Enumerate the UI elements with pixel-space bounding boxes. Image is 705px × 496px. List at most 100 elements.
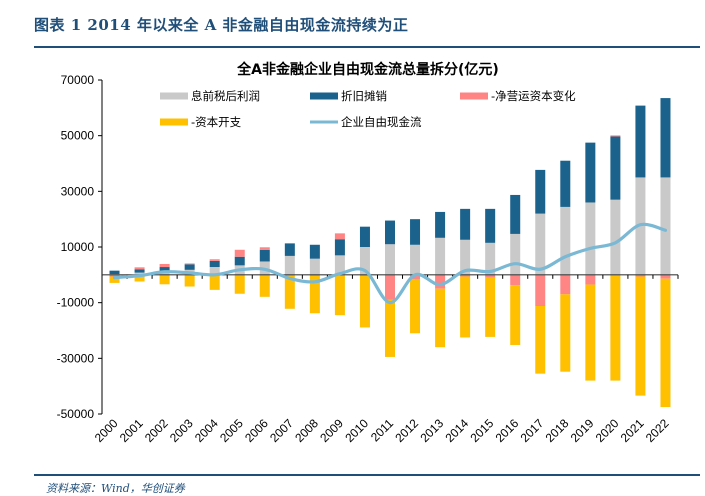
bar-2002-series-1 bbox=[159, 267, 170, 272]
legend-swatch-0 bbox=[160, 92, 188, 100]
bar-2020-series-1 bbox=[610, 136, 621, 200]
x-tick-label: 2016 bbox=[493, 416, 522, 445]
bar-2019-series-2 bbox=[585, 274, 596, 285]
bar-2011-series-0 bbox=[385, 244, 395, 275]
bar-2001-series-1 bbox=[134, 269, 145, 273]
bar-2001-series-3 bbox=[134, 274, 145, 282]
y-tick-label: -30000 bbox=[57, 351, 95, 365]
bar-2012-series-2 bbox=[410, 274, 421, 279]
bar-2018-series-2 bbox=[560, 274, 571, 295]
bar-2021-series-3 bbox=[635, 276, 646, 396]
bar-2022-series-0 bbox=[660, 177, 671, 275]
bar-2016-series-2 bbox=[510, 274, 521, 286]
bar-2021-series-1 bbox=[635, 105, 646, 178]
x-tick-label: 2012 bbox=[392, 416, 421, 445]
y-tick-label: 70000 bbox=[61, 73, 95, 87]
legend-label-3: -资本开支 bbox=[191, 115, 242, 129]
bar-2007-series-1 bbox=[284, 243, 295, 256]
x-tick-label: 2004 bbox=[192, 416, 221, 445]
bar-2016-series-1 bbox=[510, 194, 521, 234]
bar-2006-series-2 bbox=[259, 247, 270, 250]
x-tick-label: 2011 bbox=[368, 416, 396, 444]
legend-swatch-3 bbox=[160, 118, 188, 126]
bar-2009-series-2 bbox=[334, 233, 345, 240]
legend-label-2: -净营运资本变化 bbox=[491, 89, 576, 103]
bar-2004-series-1 bbox=[209, 260, 220, 268]
legend-label-0: 息前税后利润 bbox=[191, 89, 260, 103]
x-tick-label: 2000 bbox=[92, 416, 121, 445]
x-tick-label: 2013 bbox=[417, 416, 446, 445]
bar-2013-series-2 bbox=[435, 274, 446, 289]
bar-2014-series-3 bbox=[460, 276, 471, 338]
bar-2008-series-3 bbox=[309, 275, 320, 314]
bar-2022-series-2 bbox=[660, 274, 671, 279]
legend-swatch-1 bbox=[310, 92, 338, 100]
y-tick-label: 10000 bbox=[61, 240, 95, 254]
x-tick-label: 2007 bbox=[267, 416, 296, 445]
bar-2004-series-3 bbox=[209, 274, 220, 290]
fcf-line bbox=[112, 222, 668, 305]
bar-2018-series-0 bbox=[560, 206, 571, 275]
bar-2021-series-2 bbox=[635, 274, 646, 277]
x-tick-label: 2002 bbox=[142, 416, 171, 445]
bar-2012-series-0 bbox=[410, 244, 421, 275]
y-tick-label: 50000 bbox=[61, 129, 95, 143]
x-tick-label: 2001 bbox=[117, 416, 146, 445]
bar-2015-series-2 bbox=[485, 274, 496, 278]
bar-2010-series-0 bbox=[359, 247, 370, 275]
source-note: 资料来源：Wind，华创证券 bbox=[46, 482, 185, 495]
bar-2003-series-2 bbox=[184, 263, 195, 265]
bar-2015-series-1 bbox=[485, 208, 496, 243]
y-tick-label: -50000 bbox=[57, 407, 95, 421]
legend-label-1: 折旧摊销 bbox=[341, 89, 387, 103]
line-layer bbox=[112, 222, 668, 305]
legend-label-4: 企业自由现金流 bbox=[341, 115, 422, 129]
bar-2007-series-0 bbox=[284, 255, 295, 275]
x-tick-label: 2019 bbox=[568, 416, 597, 445]
bar-2017-series-1 bbox=[535, 169, 546, 214]
bar-2004-series-0 bbox=[209, 267, 220, 275]
bar-2019-series-1 bbox=[585, 142, 596, 203]
bar-2018-series-1 bbox=[560, 160, 571, 207]
bar-2015-series-3 bbox=[485, 277, 496, 337]
bar-2017-series-2 bbox=[535, 274, 546, 306]
bar-2013-series-3 bbox=[435, 288, 446, 348]
bar-2002-series-2 bbox=[159, 263, 170, 268]
bar-2000-series-2 bbox=[109, 274, 120, 277]
bar-2011-series-1 bbox=[385, 220, 395, 245]
legend: 息前税后利润 折旧摊销 -净营运资本变化 -资本开支 企业自由现金流 bbox=[160, 89, 576, 129]
bar-2000-series-3 bbox=[109, 276, 120, 283]
bar-2009-series-3 bbox=[334, 274, 345, 316]
bar-2010-series-3 bbox=[359, 275, 370, 328]
x-tick-label: 2003 bbox=[167, 416, 196, 445]
bar-2019-series-3 bbox=[585, 284, 596, 381]
bar-2020-series-2 bbox=[610, 135, 621, 137]
bar-2004-series-2 bbox=[209, 259, 220, 261]
y-tick-label: -10000 bbox=[57, 296, 95, 310]
x-tick-label: 2018 bbox=[543, 416, 572, 445]
x-tick-label: 2014 bbox=[442, 416, 471, 445]
bar-2010-series-1 bbox=[359, 226, 370, 247]
bar-2014-series-2 bbox=[460, 274, 471, 277]
bar-2015-series-0 bbox=[485, 242, 496, 275]
x-tick-label: 2022 bbox=[643, 416, 672, 445]
bar-2001-series-2 bbox=[134, 267, 145, 270]
bar-2012-series-3 bbox=[410, 279, 421, 334]
bar-2005-series-2 bbox=[234, 249, 245, 257]
bar-2008-series-0 bbox=[309, 258, 320, 275]
bar-2017-series-3 bbox=[535, 306, 546, 374]
bar-2022-series-3 bbox=[660, 278, 671, 408]
x-tick-label: 2010 bbox=[342, 416, 371, 445]
chart-title: 全A非金融企业自由现金流总量拆分(亿元) bbox=[236, 61, 499, 78]
figure-title: 图表 1 2014 年以来全 A 非金融自由现金流持续为正 bbox=[34, 16, 409, 34]
bar-2008-series-1 bbox=[309, 244, 320, 259]
bar-2019-series-0 bbox=[585, 202, 596, 275]
x-tick-label: 2021 bbox=[618, 416, 647, 445]
bar-2005-series-1 bbox=[234, 256, 245, 266]
bar-2012-series-1 bbox=[410, 219, 421, 245]
bars-layer bbox=[109, 98, 671, 408]
bar-2003-series-3 bbox=[184, 274, 195, 287]
x-tick-label: 2005 bbox=[217, 416, 246, 445]
bar-2000-series-1 bbox=[109, 270, 120, 274]
